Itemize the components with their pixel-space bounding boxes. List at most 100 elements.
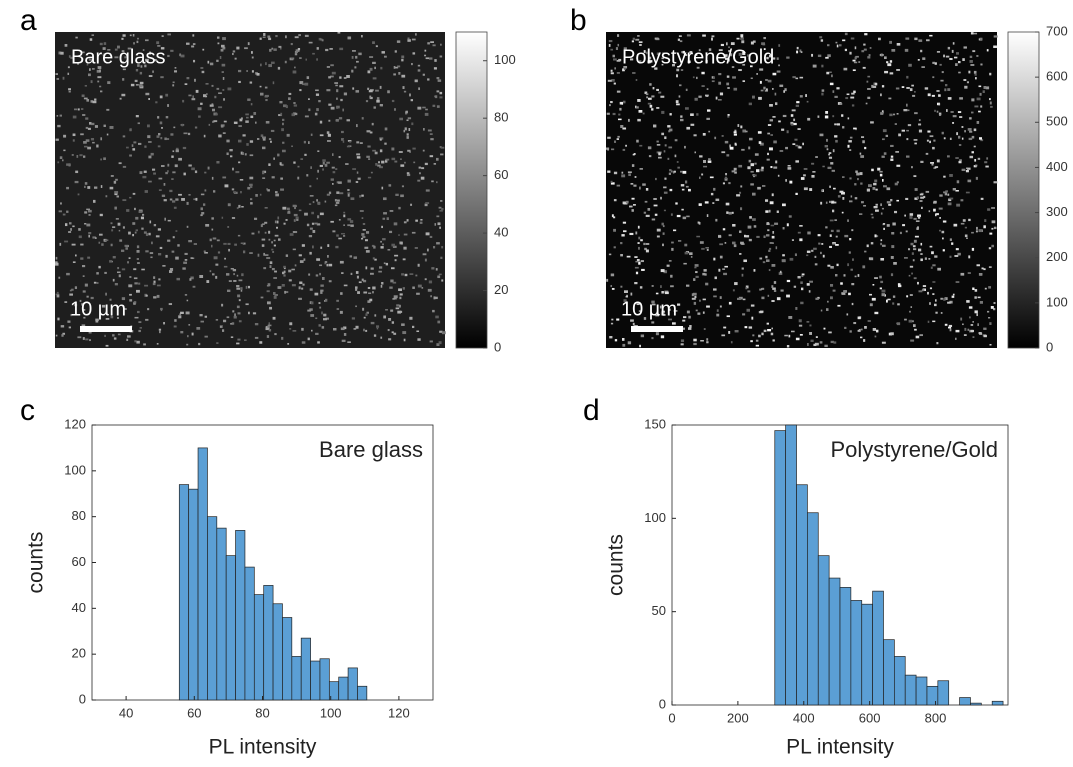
speckle <box>435 268 438 271</box>
speckle <box>430 41 434 43</box>
speckle <box>949 255 952 258</box>
speckle <box>762 185 766 187</box>
speckle <box>959 97 963 100</box>
speckle <box>989 72 992 76</box>
colorbar-tick-label: 80 <box>494 110 508 125</box>
speckle <box>949 174 953 177</box>
speckle <box>238 161 241 164</box>
speckle <box>294 205 298 207</box>
speckle <box>637 35 640 37</box>
speckle <box>903 109 908 112</box>
speckle <box>930 162 934 164</box>
speckle <box>335 201 340 204</box>
speckle <box>328 76 331 79</box>
speckle <box>390 279 394 283</box>
speckle <box>302 283 305 286</box>
speckle <box>230 336 234 339</box>
speckle <box>769 119 774 122</box>
speckle <box>381 160 385 164</box>
speckle <box>629 232 634 236</box>
speckle <box>638 41 643 44</box>
speckle <box>77 62 79 65</box>
speckle <box>642 112 645 115</box>
speckle <box>326 89 331 92</box>
speckle <box>693 134 697 137</box>
speckle <box>391 321 395 324</box>
speckle <box>638 310 642 312</box>
speckle <box>766 259 770 262</box>
speckle <box>624 290 628 294</box>
speckle <box>233 273 236 276</box>
speckle <box>76 155 79 158</box>
speckle <box>733 167 737 171</box>
speckle <box>191 45 195 48</box>
speckle <box>929 34 933 37</box>
speckle <box>266 285 270 287</box>
speckle <box>139 327 143 329</box>
speckle <box>897 303 900 306</box>
speckle <box>906 155 910 158</box>
speckle <box>983 225 986 229</box>
speckle <box>927 291 929 295</box>
speckle <box>719 243 724 246</box>
speckle <box>119 97 122 100</box>
speckle <box>970 64 975 66</box>
speckle <box>401 185 405 188</box>
speckle <box>707 109 711 112</box>
speckle <box>616 90 621 93</box>
speckle <box>96 272 99 275</box>
speckle <box>335 84 338 87</box>
speckle <box>143 343 146 346</box>
speckle <box>88 330 92 334</box>
speckle <box>107 49 111 51</box>
speckle <box>264 86 268 89</box>
speckle <box>288 279 292 282</box>
speckle <box>304 34 309 37</box>
speckle <box>387 249 391 251</box>
speckle <box>777 174 780 177</box>
y-tick-label: 60 <box>72 554 86 569</box>
speckle <box>980 139 984 142</box>
speckle <box>934 62 937 65</box>
speckle <box>194 170 198 174</box>
speckle <box>250 198 253 201</box>
speckle <box>439 226 441 229</box>
speckle <box>746 308 750 312</box>
speckle <box>837 304 841 307</box>
speckle <box>231 188 235 191</box>
speckle <box>62 76 65 80</box>
speckle <box>843 67 848 71</box>
speckle <box>74 286 78 290</box>
speckle <box>241 273 244 277</box>
speckle <box>132 234 135 237</box>
speckle <box>626 294 628 297</box>
speckle <box>913 217 917 220</box>
speckle <box>964 130 966 133</box>
speckle <box>958 135 961 139</box>
speckle <box>881 110 884 113</box>
speckle <box>268 64 272 68</box>
speckle <box>191 257 195 260</box>
speckle <box>223 98 225 101</box>
speckle <box>782 254 785 257</box>
speckle <box>292 248 296 251</box>
speckle <box>241 206 244 208</box>
speckle <box>659 305 662 309</box>
speckle <box>728 46 730 49</box>
speckle <box>301 341 306 344</box>
speckle <box>713 187 716 191</box>
speckle <box>387 90 390 94</box>
y-tick-label: 120 <box>64 416 86 431</box>
speckle <box>376 97 380 100</box>
speckle <box>107 57 110 59</box>
speckle <box>292 112 296 114</box>
speckle <box>394 108 396 111</box>
speckle <box>427 248 429 252</box>
speckle <box>273 295 277 299</box>
speckle <box>121 297 126 301</box>
speckle <box>961 137 964 140</box>
speckle <box>663 150 666 153</box>
speckle <box>821 189 824 192</box>
speckle <box>99 85 102 88</box>
speckle <box>634 176 637 178</box>
